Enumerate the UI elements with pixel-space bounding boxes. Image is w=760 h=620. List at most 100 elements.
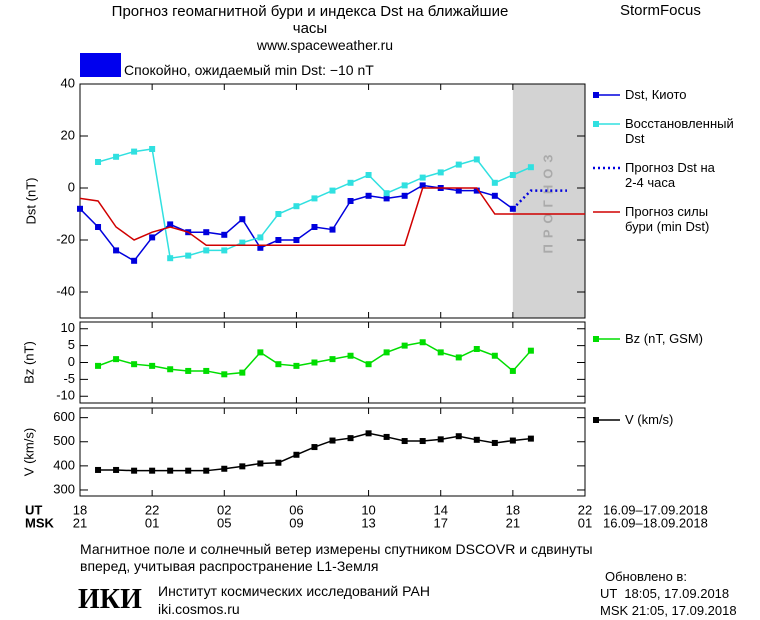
status-box bbox=[80, 53, 121, 77]
data-point bbox=[329, 437, 336, 444]
data-point bbox=[203, 247, 210, 254]
data-point bbox=[491, 352, 498, 359]
site: iki.cosmos.ru bbox=[158, 601, 240, 617]
data-point bbox=[347, 198, 354, 204]
x-tick-label: 06 bbox=[289, 502, 303, 517]
x2-tick-label: 13 bbox=[361, 515, 375, 530]
data-point bbox=[293, 203, 300, 210]
data-point bbox=[509, 367, 516, 374]
data-point bbox=[239, 463, 246, 470]
data-point bbox=[419, 182, 426, 189]
x2-dates: 16.09–18.09.2018 bbox=[603, 515, 708, 530]
data-point bbox=[275, 459, 282, 466]
legend-marker bbox=[593, 336, 599, 342]
data-point bbox=[293, 237, 300, 243]
series-line bbox=[97, 148, 532, 260]
data-point bbox=[401, 182, 408, 189]
data-point bbox=[149, 234, 156, 241]
data-point bbox=[347, 179, 354, 186]
data-point bbox=[311, 224, 318, 230]
data-point bbox=[365, 430, 372, 437]
series-line bbox=[97, 341, 532, 376]
x2-axis-title: MSK bbox=[25, 515, 55, 530]
x-tick-label: 10 bbox=[361, 502, 375, 517]
x-tick-label: 18 bbox=[73, 502, 87, 517]
data-point bbox=[167, 221, 174, 228]
data-point bbox=[149, 146, 156, 152]
series-line bbox=[80, 184, 514, 262]
y-tick-label: 0 bbox=[68, 179, 75, 194]
y-tick-label: 40 bbox=[61, 75, 75, 90]
data-point bbox=[329, 356, 336, 363]
data-point bbox=[131, 148, 138, 155]
data-point bbox=[455, 433, 462, 440]
data-point bbox=[293, 362, 300, 369]
data-point bbox=[311, 444, 318, 451]
data-point bbox=[473, 187, 480, 194]
data-point bbox=[437, 349, 444, 356]
url: www.spaceweather.ru bbox=[256, 37, 394, 53]
plot-frame bbox=[79, 83, 586, 319]
data-point bbox=[203, 229, 210, 236]
plot-frame bbox=[79, 407, 586, 497]
data-point bbox=[419, 339, 426, 346]
data-point bbox=[221, 465, 228, 472]
legend-marker bbox=[593, 92, 599, 98]
legend-marker bbox=[593, 121, 599, 127]
logo: ИКИ bbox=[78, 584, 142, 615]
data-point bbox=[437, 169, 444, 176]
data-point bbox=[311, 359, 318, 366]
y-tick-label: 500 bbox=[53, 433, 75, 448]
x2-tick-label: 17 bbox=[433, 515, 447, 530]
data-point bbox=[239, 369, 246, 376]
x-tick-label: 18 bbox=[506, 502, 520, 517]
legend-label: Dst, Киото bbox=[625, 87, 687, 102]
data-point bbox=[491, 179, 498, 186]
y-tick-label: 10 bbox=[61, 320, 75, 335]
plot-frame bbox=[79, 321, 586, 404]
data-point bbox=[509, 172, 516, 178]
data-point bbox=[365, 172, 372, 178]
x-dates: 16.09–17.09.2018 bbox=[603, 502, 708, 517]
data-point bbox=[167, 467, 174, 474]
y-tick-label: 600 bbox=[53, 409, 75, 424]
data-point bbox=[131, 257, 138, 264]
y-tick-label: -10 bbox=[56, 388, 75, 403]
legend-label: Прогноз силы бури (min Dst) bbox=[625, 204, 712, 234]
data-point bbox=[257, 460, 264, 467]
data-point bbox=[473, 156, 480, 163]
data-point bbox=[275, 211, 282, 217]
data-point bbox=[329, 226, 336, 233]
x2-tick-label: 01 bbox=[145, 515, 159, 530]
updated-msk: MSK 21:05, 17.09.2018 bbox=[600, 603, 737, 618]
data-point bbox=[221, 371, 228, 378]
data-point bbox=[95, 466, 102, 473]
x-tick-label: 02 bbox=[217, 502, 231, 517]
data-point bbox=[239, 239, 246, 246]
data-point bbox=[185, 467, 192, 474]
x2-tick-label: 21 bbox=[506, 515, 520, 530]
x2-tick-label: 21 bbox=[73, 515, 87, 530]
data-point bbox=[491, 192, 498, 199]
y-tick-label: 5 bbox=[68, 337, 75, 352]
data-point bbox=[239, 216, 246, 223]
data-point bbox=[455, 187, 462, 194]
status-text: Спокойно, ожидаемый min Dst: −10 nT bbox=[124, 62, 374, 78]
x-axis-title: UT bbox=[25, 502, 42, 517]
y-tick-label: 20 bbox=[61, 127, 75, 142]
data-point bbox=[419, 438, 426, 445]
data-point bbox=[203, 367, 210, 374]
data-point bbox=[383, 195, 390, 202]
institute: Институт космических исследований РАН bbox=[158, 583, 430, 599]
data-point bbox=[293, 451, 300, 458]
data-point bbox=[275, 237, 282, 243]
series-line bbox=[80, 187, 585, 246]
data-point bbox=[257, 234, 264, 241]
y-tick-label: -20 bbox=[56, 231, 75, 246]
data-point bbox=[131, 467, 138, 474]
y-axis-title: Bz (nT) bbox=[21, 341, 36, 384]
data-point bbox=[95, 224, 102, 230]
data-point bbox=[185, 252, 192, 259]
y-axis-title: V (km/s) bbox=[21, 428, 36, 476]
data-point bbox=[275, 361, 282, 368]
